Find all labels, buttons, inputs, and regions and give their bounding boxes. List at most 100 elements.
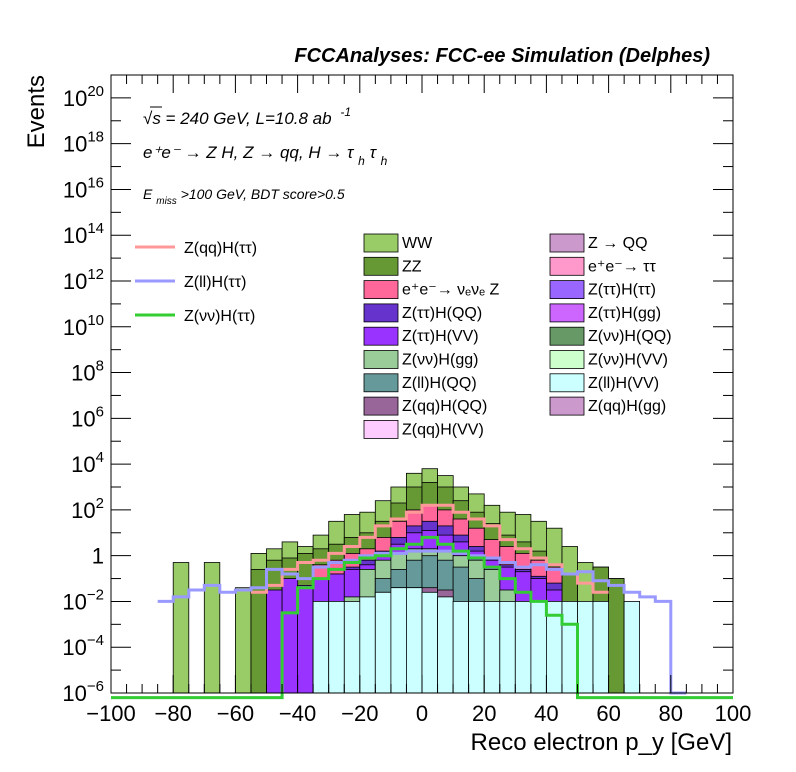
x-tick-label: 80 [659,701,683,726]
svg-text:√s = 240 GeV, L=10.8 ab: √s = 240 GeV, L=10.8 ab -1 [143,105,351,128]
legend-bkg-col2-label: Z(νν)H(QQ) [588,328,672,345]
legend-bkg-col1-label: Z(qq)H(QQ) [402,398,487,415]
x-tick-label: 20 [472,701,496,726]
bar-15-18 [452,601,470,694]
legend-bkg-col2-label: Z(ττ)H(ττ) [588,282,656,299]
svg-text:e⁺e⁻ → Z H, Z → qq, H → τ: e⁺e⁻ → Z H, Z → qq, H → τ h τ h [143,143,388,169]
signal-line-0 [251,503,609,594]
legend-bkg-col1-label: ZZ [402,258,422,275]
legend-bkg-col2-swatch [549,326,585,346]
bar-0-4 [234,587,252,694]
legend-bkg-col2-label: Z(ll)H(VV) [588,375,659,392]
process-tau-2: τ [370,143,378,162]
signal-line-2 [111,535,733,700]
x-tick-label: −60 [217,701,254,726]
axes: −100 −80 −60 −40 −20 0 20 40 60 80 100 10−6 10−4 10−2… [62,74,752,726]
bar-15-19 [468,601,485,694]
y-tick-label: 1018 [63,129,104,157]
legend-bkg-col1-label: Z(ττ)H(QQ) [402,305,482,322]
legend-bkg-col2-swatch [549,373,585,393]
x-tick-label: 40 [534,701,558,726]
bar-15-23 [530,601,547,694]
y-tick-label: 10−2 [62,586,104,614]
bar-15-27 [592,601,610,694]
bar-15-21 [499,601,516,694]
selection-e: E [143,186,153,202]
bar-15-12 [359,596,376,694]
bar-15-16 [421,591,439,694]
y-tick-label: 1012 [63,266,104,294]
y-tick-label: 104 [71,449,104,477]
bar-15-13 [374,591,392,694]
legend-bkg-col2-swatch [549,350,585,369]
bar-4-8 [297,585,314,694]
process-subscript-2: h [381,154,388,168]
energy-lumi-text: √s = 240 GeV, L=10.8 ab [143,109,332,128]
x-tick-label: 0 [416,701,428,726]
y-tick-label: 1020 [63,83,104,111]
legend-bkg-col1-swatch [363,419,399,439]
bar-15-26 [577,601,594,694]
selection-subscript: miss [156,196,177,207]
legend-bkg-col2-label: Z(ττ)H(gg) [588,305,661,322]
bar-15-11 [343,601,361,694]
bar-15-14 [390,587,407,694]
y-tick-label: 1 [92,544,104,569]
y-tick-label: 10−4 [62,632,104,660]
y-tick-label: 1016 [63,174,104,202]
y-tick-label: 1010 [63,312,104,340]
legend-bkg-col1-swatch [363,303,399,323]
legend-bkg-col1-swatch [363,396,399,416]
legend-signal-label: Z(νν)H(ττ) [184,308,255,325]
x-tick-label: −100 [86,701,136,726]
legend-bkg-col1-swatch [363,256,399,276]
legend-bkg-col1-swatch [363,326,399,346]
legend-bkg-col1-swatch [363,350,399,369]
legend-bkg-col2-swatch [549,256,585,276]
legend-bkg-col2-label: e⁺e⁻→ ττ [588,258,656,275]
bar-4-6 [266,589,283,694]
legend-bkg-col2-swatch [549,233,585,253]
bar-15-20 [483,601,501,694]
legend-bkg-col2-label: Z(νν)H(VV) [588,352,668,369]
bar-0-0 [172,562,190,694]
bar-15-22 [514,601,532,694]
bar-15-29 [623,601,640,694]
legend-signal-label: Z(ll)H(ττ) [184,274,246,291]
lumi-exponent: -1 [340,105,351,119]
bar-15-9 [312,601,330,694]
legend-bkg-col2-swatch [549,280,585,300]
bar-15-15 [405,587,423,694]
bar-0-2 [203,562,221,694]
bar-15-17 [437,596,454,694]
legend-bkg-col1-swatch [363,373,399,393]
bar-15-10 [328,601,345,694]
legend-bkg-col2-swatch [549,303,585,323]
legend-signal-label: Z(qq)H(ττ) [184,240,257,257]
selection-text: >100 GeV, BDT score>0.5 [181,186,345,202]
svg-text:E miss >100 GeV, B: E miss >100 GeV, BDT score>0.5 [143,186,345,207]
x-tick-label: 100 [715,701,752,726]
y-axis-title: Events [23,75,50,148]
legend-bkg-col1-label: Z(ll)H(QQ) [402,375,477,392]
x-tick-label: 60 [596,701,620,726]
legend-bkg-col2-label: Z → QQ [588,235,648,252]
y-tick-label: 106 [71,403,104,431]
signal-line-1 [157,549,687,695]
bar-1-28 [608,578,625,694]
y-tick-label: 1014 [63,220,104,248]
process-subscript-1: h [358,154,365,168]
legend: Z(qq)H(ττ) Z(ll)H(ττ) Z(νν)H(ττ) WW ZZ e⁺e⁻→ … [135,233,672,439]
legend-bkg-col1-label: Z(qq)H(VV) [402,421,484,438]
legend-bkg-col2-label: Z(qq)H(gg) [588,398,666,415]
y-tick-label: 10−6 [62,678,104,706]
bar-4-7 [281,578,299,694]
signal-lines [111,503,733,700]
annotation-block: √s = 240 GeV, L=10.8 ab -1 e⁺e⁻ → Z H, Z… [143,105,388,207]
bar-15-25 [561,601,578,694]
legend-bkg-col1-label: e⁺e⁻→ νₑνₑ Z [402,282,499,299]
y-tick-label: 108 [71,358,104,386]
process-text: e⁺e⁻ → Z H, Z → qq, H → τ [143,143,355,162]
x-tick-label: −40 [279,701,316,726]
y-tick-label: 102 [71,495,104,523]
